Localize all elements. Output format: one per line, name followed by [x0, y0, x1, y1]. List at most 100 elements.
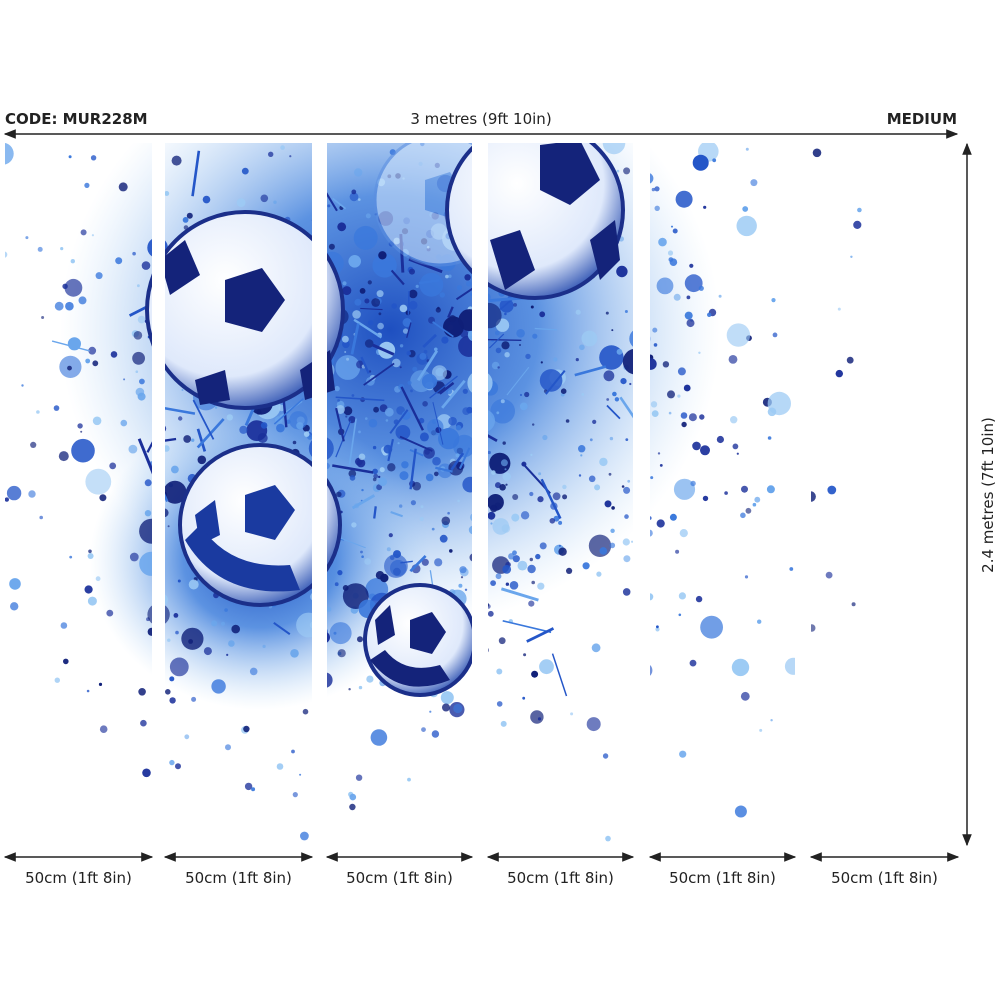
paint-splash	[679, 592, 686, 599]
paint-splash	[578, 445, 585, 452]
paint-splash	[88, 597, 97, 606]
paint-splash	[542, 435, 547, 440]
paint-splash	[472, 150, 477, 155]
paint-splash	[462, 477, 478, 493]
paint-splash	[366, 213, 371, 218]
paint-splash	[483, 647, 489, 653]
paint-splash	[153, 446, 162, 455]
paint-splash	[496, 573, 502, 579]
paint-splash	[164, 191, 169, 196]
paint-splash	[373, 407, 379, 413]
paint-splash	[88, 553, 94, 559]
paint-splash	[531, 306, 534, 309]
paint-splash	[566, 419, 570, 423]
paint-streak	[312, 220, 323, 238]
paint-splash	[163, 445, 170, 452]
paint-splash	[300, 832, 309, 841]
paint-splash	[432, 730, 439, 737]
paint-splash	[458, 336, 479, 357]
paint-splash	[746, 148, 749, 151]
paint-splash	[324, 463, 330, 469]
paint-splash	[226, 654, 228, 656]
paint-splash	[735, 806, 747, 818]
paint-splash	[39, 516, 43, 520]
paint-splash	[623, 167, 630, 174]
paint-splash	[538, 472, 541, 475]
paint-splash	[263, 645, 266, 648]
paint-splash	[464, 274, 470, 280]
paint-splash	[499, 637, 506, 644]
paint-splash	[21, 384, 23, 386]
paint-splash	[25, 236, 28, 239]
paint-splash	[827, 486, 836, 495]
paint-splash	[310, 592, 319, 601]
panel-width-label: 50cm (1ft 8in)	[25, 869, 132, 887]
paint-splash	[400, 366, 402, 368]
paint-splash	[334, 386, 339, 391]
paint-splash	[320, 627, 328, 635]
paint-splash	[589, 535, 611, 557]
paint-splash	[497, 366, 499, 368]
paint-splash	[441, 337, 448, 344]
paint-splash	[235, 120, 239, 124]
paint-splash	[606, 398, 609, 401]
paint-splash	[356, 775, 362, 781]
panel-width-label: 50cm (1ft 8in)	[507, 869, 614, 887]
paint-splash	[441, 691, 454, 704]
paint-splash	[610, 529, 614, 533]
paint-splash	[638, 506, 644, 512]
paint-splash	[277, 763, 284, 770]
paint-splash	[541, 361, 543, 363]
total-width: 3 metres (9ft 10in)	[410, 110, 551, 128]
paint-splash	[610, 543, 616, 549]
paint-splash	[605, 836, 611, 842]
paint-splash	[512, 494, 518, 500]
paint-splash	[169, 676, 174, 681]
paint-splash	[594, 484, 600, 490]
paint-splash	[522, 697, 525, 700]
paint-splash	[648, 516, 652, 520]
paint-splash	[511, 514, 519, 522]
paint-splash	[690, 481, 695, 486]
paint-splash	[342, 281, 346, 285]
paint-splash	[503, 472, 511, 480]
paint-splash	[581, 393, 584, 396]
paint-splash	[160, 508, 169, 517]
paint-splash	[657, 278, 674, 295]
paint-splash	[677, 395, 680, 398]
paint-splash	[449, 549, 453, 553]
paint-splash	[553, 492, 561, 500]
paint-splash	[510, 581, 519, 590]
paint-splash	[570, 712, 573, 715]
paint-splash	[610, 437, 613, 440]
paint-splash	[518, 561, 528, 571]
paint-splash	[123, 378, 125, 380]
paint-splash	[656, 625, 659, 628]
paint-splash	[380, 574, 388, 582]
paint-splash	[251, 787, 255, 791]
paint-splash	[174, 613, 179, 618]
paint-splash	[355, 67, 358, 70]
paint-splash	[583, 62, 592, 71]
paint-splash	[732, 659, 749, 676]
paint-splash	[167, 639, 170, 642]
paint-splash	[838, 308, 841, 311]
paint-splash	[221, 622, 225, 626]
paint-splash	[412, 482, 421, 491]
paint-splash	[357, 459, 366, 468]
paint-splash	[453, 704, 462, 713]
paint-splash	[728, 15, 733, 20]
paint-splash	[30, 442, 36, 448]
paint-streak	[553, 654, 567, 696]
paint-splash	[327, 204, 330, 207]
paint-splash	[847, 357, 854, 364]
paint-splash	[320, 391, 323, 394]
paint-splash	[88, 550, 92, 554]
paint-splash	[158, 425, 166, 433]
paint-splash	[309, 436, 334, 461]
paint-streak	[503, 621, 551, 632]
paint-splash	[671, 226, 673, 228]
paint-splash	[603, 132, 626, 155]
paint-splash	[625, 310, 628, 313]
paint-splash	[813, 149, 822, 158]
